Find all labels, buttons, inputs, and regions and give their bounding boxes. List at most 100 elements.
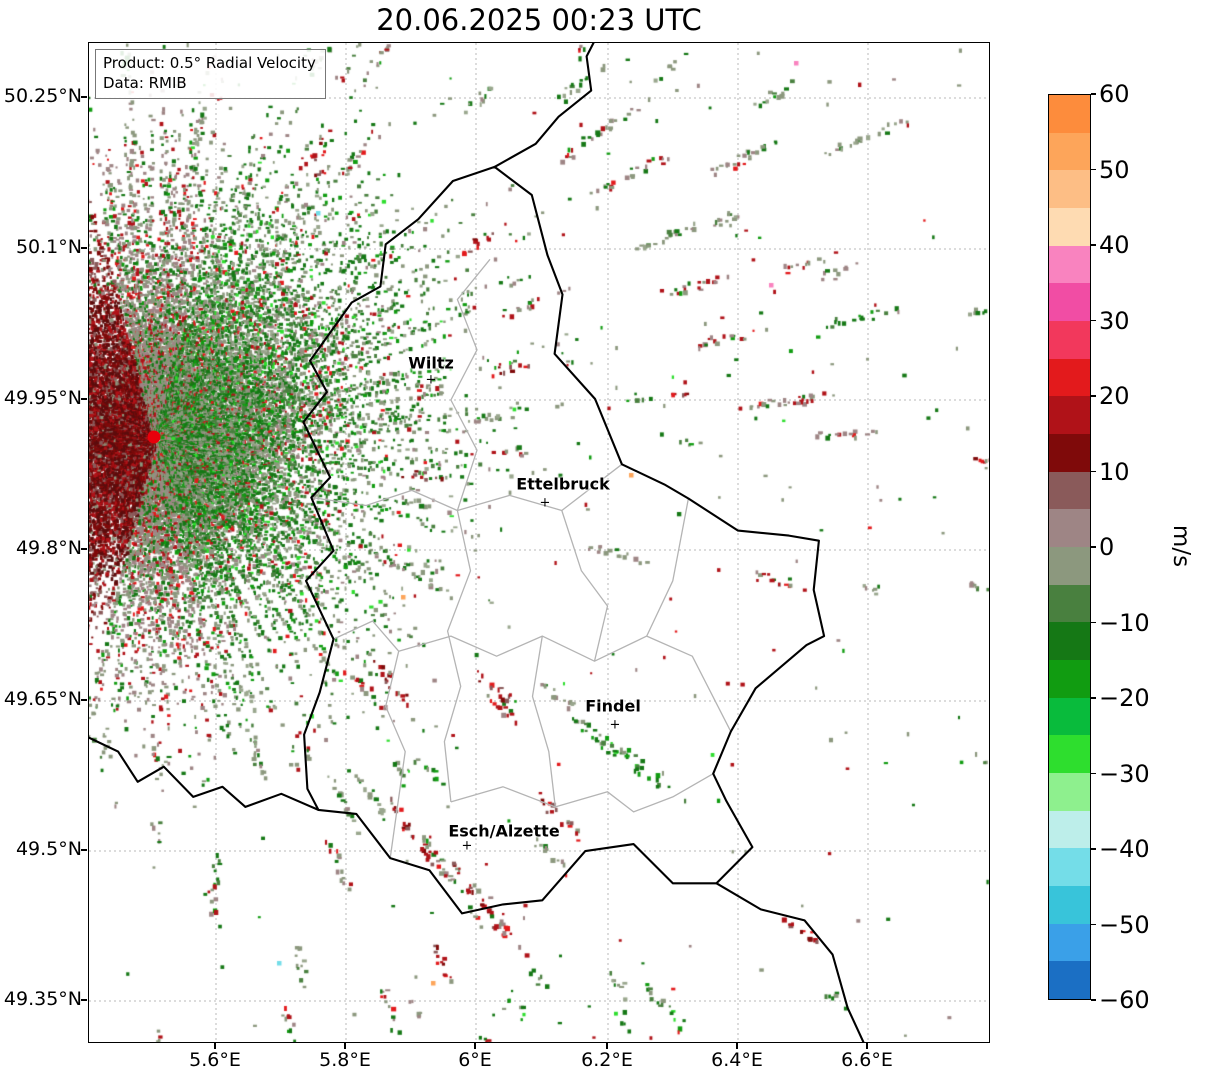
- city-label: Ettelbruck: [516, 474, 610, 494]
- colorbar-segment: [1049, 434, 1090, 472]
- colorbar-tick: [1091, 848, 1096, 850]
- colorbar-segment: [1049, 321, 1090, 359]
- city-marker: +: [539, 495, 551, 511]
- lat-tick-label: 49.35°N: [3, 988, 82, 1010]
- colorbar-unit-label: m/s: [1168, 524, 1195, 568]
- colorbar: [1048, 94, 1091, 1000]
- colorbar-segment: [1049, 923, 1090, 962]
- axis-tick-y: [81, 96, 87, 98]
- district-border: [443, 510, 472, 802]
- colorbar-segment: [1049, 208, 1090, 246]
- radar-echo-canvas: [89, 43, 989, 1042]
- colorbar-segment: [1049, 396, 1090, 435]
- colorbar-tick: [1091, 93, 1096, 95]
- colorbar-segment: [1049, 961, 1090, 1000]
- product-info-line1: Product: 0.5° Radial Velocity: [103, 54, 316, 72]
- colorbar-tick-label: −50: [1099, 910, 1150, 939]
- national-border: [715, 882, 865, 1042]
- colorbar-tick-label: −60: [1099, 986, 1150, 1014]
- colorbar-tick: [1091, 319, 1096, 322]
- colorbar-segment: [1049, 773, 1090, 811]
- axis-tick-x: [474, 1043, 476, 1049]
- district-border: [450, 773, 714, 813]
- colorbar-tick: [1091, 168, 1096, 171]
- colorbar-tick-label: 60: [1099, 80, 1130, 108]
- lon-tick-label: 6.6°E: [841, 1049, 893, 1071]
- map-plot-area: Product: 0.5° Radial Velocity Data: RMIB…: [88, 42, 990, 1043]
- axis-tick-x: [736, 1043, 738, 1049]
- colorbar-tick: [1091, 923, 1096, 926]
- national-border: [493, 43, 595, 168]
- colorbar-tick: [1091, 621, 1096, 624]
- colorbar-tick-label: −20: [1099, 684, 1150, 712]
- lat-tick-label: 49.95°N: [3, 387, 82, 409]
- axis-tick-y: [81, 699, 87, 701]
- district-border: [531, 635, 556, 807]
- city-marker: +: [425, 372, 437, 388]
- district-border: [646, 498, 690, 637]
- colorbar-segment: [1049, 471, 1090, 510]
- city-marker: +: [461, 838, 473, 854]
- colorbar-tick-label: 10: [1099, 457, 1130, 486]
- colorbar-segment: [1049, 810, 1090, 849]
- city-label: Esch/Alzette: [448, 821, 560, 841]
- lat-tick-label: 50.25°N: [3, 85, 82, 107]
- colorbar-segment: [1049, 283, 1090, 322]
- axis-tick-y: [81, 247, 87, 249]
- city-label: Wiltz: [408, 353, 454, 373]
- lat-tick-label: 49.8°N: [15, 537, 82, 559]
- colorbar-segment: [1049, 735, 1090, 774]
- axis-tick-y: [81, 999, 87, 1001]
- colorbar-tick-label: 20: [1099, 382, 1130, 410]
- city-label: Findel: [585, 696, 641, 716]
- radar-site-marker: [147, 430, 161, 444]
- axis-tick-x: [606, 1043, 608, 1049]
- colorbar-tick-label: 40: [1099, 231, 1130, 259]
- lat-tick-label: 50.1°N: [15, 236, 82, 258]
- colorbar-tick-label: −40: [1099, 835, 1150, 863]
- axis-tick-x: [866, 1043, 868, 1049]
- colorbar-tick-label: −10: [1099, 608, 1150, 637]
- product-info-line2: Data: RMIB: [103, 74, 187, 93]
- colorbar-segment: [1049, 95, 1090, 133]
- lon-tick-label: 6°E: [458, 1049, 492, 1071]
- axis-tick-y: [81, 398, 87, 400]
- colorbar-segment: [1049, 622, 1090, 661]
- lon-tick-label: 6.2°E: [581, 1049, 633, 1071]
- lon-tick-label: 6.4°E: [711, 1049, 763, 1071]
- colorbar-tick: [1091, 546, 1096, 548]
- district-border: [561, 510, 609, 662]
- colorbar-segment: [1049, 886, 1090, 924]
- lat-tick-label: 49.5°N: [15, 838, 82, 860]
- colorbar-segment: [1049, 697, 1090, 736]
- colorbar-segment: [1049, 245, 1090, 284]
- colorbar-tick: [1091, 470, 1096, 473]
- district-border: [450, 258, 491, 511]
- colorbar-segment: [1049, 547, 1090, 585]
- axis-tick-x: [344, 1043, 346, 1049]
- lon-tick-label: 5.8°E: [319, 1049, 371, 1071]
- plot-title: 20.06.2025 00:23 UTC: [376, 3, 702, 37]
- axis-tick-x: [214, 1043, 216, 1049]
- colorbar-segment: [1049, 170, 1090, 209]
- colorbar-tick: [1091, 244, 1096, 246]
- colorbar-tick: [1091, 697, 1096, 699]
- lat-tick-label: 49.65°N: [3, 688, 82, 710]
- district-border: [333, 620, 406, 859]
- colorbar-tick: [1091, 772, 1096, 775]
- axis-tick-y: [81, 548, 87, 550]
- colorbar-tick-label: −30: [1099, 759, 1150, 788]
- luxembourg-border: [302, 165, 826, 915]
- colorbar-tick: [1091, 395, 1096, 397]
- national-border: [89, 736, 320, 811]
- colorbar-segment: [1049, 660, 1090, 698]
- city-marker: +: [609, 717, 621, 733]
- colorbar-segment: [1049, 584, 1090, 623]
- country-borders: [89, 43, 865, 1042]
- colorbar-segment: [1049, 509, 1090, 548]
- axis-tick-y: [81, 849, 87, 851]
- lon-tick-label: 5.6°E: [189, 1049, 241, 1071]
- product-info-box: Product: 0.5° Radial Velocity Data: RMIB: [95, 49, 326, 99]
- colorbar-segment: [1049, 848, 1090, 887]
